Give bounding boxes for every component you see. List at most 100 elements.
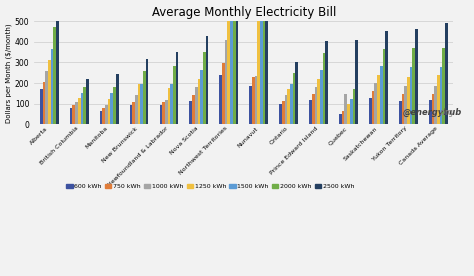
Bar bbox=[45, 71, 48, 124]
Bar bbox=[100, 111, 102, 124]
Bar bbox=[279, 104, 282, 124]
Bar bbox=[257, 21, 260, 124]
Bar bbox=[206, 36, 209, 124]
Bar bbox=[81, 93, 83, 124]
Bar bbox=[410, 67, 412, 124]
Bar bbox=[236, 21, 238, 124]
Bar bbox=[263, 21, 265, 124]
Bar bbox=[233, 21, 236, 124]
Bar bbox=[372, 91, 374, 124]
Bar bbox=[203, 52, 206, 124]
Bar bbox=[73, 105, 75, 124]
Bar bbox=[160, 105, 162, 124]
Bar bbox=[249, 86, 252, 124]
Bar bbox=[320, 70, 323, 124]
Bar bbox=[140, 84, 143, 124]
Bar bbox=[315, 87, 317, 124]
Bar bbox=[385, 31, 388, 124]
Bar bbox=[401, 94, 404, 124]
Bar bbox=[369, 97, 372, 124]
Bar bbox=[445, 23, 448, 124]
Title: Average Monthly Electricity Bill: Average Monthly Electricity Bill bbox=[152, 6, 336, 18]
Bar bbox=[404, 86, 407, 124]
Bar bbox=[380, 65, 383, 124]
Bar bbox=[162, 102, 165, 124]
Bar bbox=[282, 101, 285, 124]
Bar bbox=[132, 102, 135, 124]
Bar bbox=[309, 100, 312, 124]
Bar bbox=[339, 114, 342, 124]
Bar bbox=[198, 78, 200, 124]
Bar bbox=[323, 53, 325, 124]
Bar bbox=[225, 40, 228, 124]
Bar bbox=[345, 94, 347, 124]
Bar bbox=[442, 48, 445, 124]
Bar bbox=[353, 89, 356, 124]
Bar bbox=[116, 74, 118, 124]
Bar bbox=[255, 76, 257, 124]
Bar bbox=[260, 21, 263, 124]
Bar bbox=[342, 111, 345, 124]
Bar bbox=[222, 63, 225, 124]
Bar bbox=[412, 48, 415, 124]
Bar bbox=[230, 21, 233, 124]
Bar bbox=[293, 73, 295, 124]
Bar bbox=[290, 84, 293, 124]
Bar bbox=[252, 77, 255, 124]
Bar bbox=[432, 94, 434, 124]
Bar bbox=[287, 89, 290, 124]
Bar bbox=[415, 28, 418, 124]
Bar bbox=[170, 84, 173, 124]
Bar bbox=[440, 67, 442, 124]
Bar bbox=[295, 62, 298, 124]
Bar bbox=[129, 105, 132, 124]
Bar bbox=[78, 98, 81, 124]
Bar bbox=[146, 59, 148, 124]
Bar bbox=[312, 94, 315, 124]
Bar bbox=[407, 77, 410, 124]
Bar bbox=[176, 52, 178, 124]
Bar bbox=[399, 101, 401, 124]
Y-axis label: Dollars per Month ($/month): Dollars per Month ($/month) bbox=[6, 23, 12, 123]
Bar bbox=[113, 87, 116, 124]
Bar bbox=[265, 21, 268, 124]
Bar bbox=[138, 84, 140, 124]
Bar bbox=[219, 75, 222, 124]
Bar bbox=[228, 21, 230, 124]
Bar bbox=[285, 95, 287, 124]
Bar bbox=[173, 66, 176, 124]
Bar bbox=[190, 101, 192, 124]
Bar bbox=[195, 87, 198, 124]
Bar bbox=[429, 100, 432, 124]
Text: @energyhub: @energyhub bbox=[403, 108, 462, 117]
Bar bbox=[56, 21, 59, 124]
Bar bbox=[434, 86, 437, 124]
Bar bbox=[105, 105, 108, 124]
Bar bbox=[51, 49, 53, 124]
Bar bbox=[135, 95, 138, 124]
Bar bbox=[40, 89, 43, 124]
Bar bbox=[437, 75, 440, 124]
Bar bbox=[83, 87, 86, 124]
Bar bbox=[200, 70, 203, 124]
Bar bbox=[374, 83, 377, 124]
Bar bbox=[347, 104, 350, 124]
Legend: 600 kWh, 750 kWh, 1000 kWh, 1250 kWh, 1500 kWh, 2000 kWh, 2500 kWh: 600 kWh, 750 kWh, 1000 kWh, 1250 kWh, 15… bbox=[64, 181, 357, 192]
Bar bbox=[43, 82, 45, 124]
Bar bbox=[165, 100, 168, 124]
Bar bbox=[143, 71, 146, 124]
Bar bbox=[102, 108, 105, 124]
Bar bbox=[168, 87, 170, 124]
Bar bbox=[325, 41, 328, 124]
Bar bbox=[377, 75, 380, 124]
Bar bbox=[70, 108, 73, 124]
Bar bbox=[383, 49, 385, 124]
Bar bbox=[53, 27, 56, 124]
Bar bbox=[317, 78, 320, 124]
Bar bbox=[356, 40, 358, 124]
Bar bbox=[110, 93, 113, 124]
Text: .org: .org bbox=[438, 108, 454, 117]
Bar bbox=[48, 60, 51, 124]
Bar bbox=[108, 99, 110, 124]
Bar bbox=[350, 99, 353, 124]
